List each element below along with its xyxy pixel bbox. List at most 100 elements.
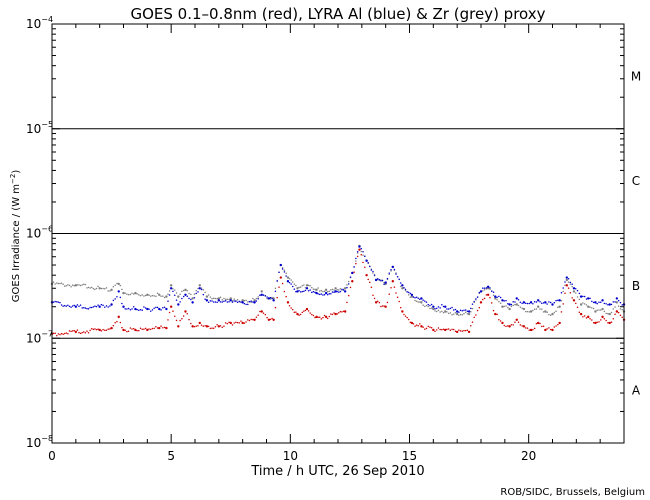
series-0-dot — [464, 311, 467, 313]
series-0-dot — [283, 269, 286, 271]
series-2-dot — [342, 310, 345, 313]
series-2-point — [572, 299, 576, 302]
series-1-point — [467, 310, 471, 313]
series-1-dot — [228, 301, 230, 303]
series-1-dot — [446, 308, 448, 310]
series-1-dot — [546, 303, 548, 305]
series-0-dot — [362, 254, 364, 256]
series-0-dot — [434, 310, 436, 312]
x-tick-label-3: 15 — [402, 449, 417, 463]
series-2-dot — [589, 317, 591, 320]
series-0-dot — [60, 282, 63, 284]
series-0-dot — [528, 311, 531, 313]
y-tick-label-1: 10−7 — [26, 329, 53, 345]
series-2-dot — [326, 317, 329, 320]
series-1-dot — [102, 304, 104, 307]
series-0-point — [515, 303, 518, 306]
series-2-dot — [168, 311, 171, 314]
series-0-dot — [219, 296, 222, 298]
series-0-dot — [67, 284, 69, 286]
series-2-dot — [415, 324, 418, 326]
series-1-point — [410, 293, 414, 296]
series-0-dot — [526, 310, 529, 313]
series-2-dot — [612, 318, 615, 320]
series-0-dot — [92, 287, 95, 290]
series-2-point — [305, 307, 309, 311]
series-1-point — [191, 301, 194, 304]
series-1-dot — [190, 298, 192, 301]
series-1-dot — [221, 301, 223, 303]
series-1-dot — [212, 301, 215, 303]
x-tick-label-4: 20 — [521, 449, 536, 463]
series-1-dot — [459, 309, 462, 311]
series-2-point — [241, 321, 244, 325]
series-1-dot — [442, 305, 445, 308]
series-0-dot — [155, 295, 157, 298]
series-0-dot — [160, 295, 162, 297]
series-1-dot — [245, 303, 247, 306]
series-1-point — [558, 299, 561, 302]
series-1-dot — [291, 285, 294, 288]
series-0-dot — [449, 312, 452, 314]
series-2-dot — [243, 322, 246, 324]
y-axis-label-close: ) — [11, 170, 22, 174]
series-0-point — [191, 297, 194, 300]
series-0-dot — [437, 309, 440, 312]
series-2-point — [158, 326, 161, 330]
series-2-dot — [499, 320, 502, 322]
series-0-dot — [105, 287, 108, 289]
series-0-point — [537, 305, 540, 308]
series-0-dot — [326, 290, 329, 293]
series-0-point — [467, 312, 471, 316]
series-0-dot — [285, 272, 287, 275]
series-1-dot — [447, 308, 450, 310]
series-2-point — [391, 280, 395, 283]
series-0-dot — [71, 284, 74, 286]
series-1-dot — [541, 302, 543, 305]
series-1-dot — [112, 299, 115, 302]
series-1-dot — [533, 300, 536, 303]
series-2-point — [551, 328, 554, 332]
series-1-dot — [288, 281, 291, 284]
series-1-dot — [54, 300, 56, 303]
series-2-dot — [173, 315, 176, 317]
series-2-dot — [269, 318, 272, 321]
series-0-point — [529, 310, 533, 313]
series-2-dot — [471, 321, 474, 323]
series-0-dot — [132, 293, 135, 295]
series-1-dot — [167, 300, 169, 302]
series-2-dot — [461, 330, 464, 332]
series-1-dot — [278, 271, 280, 274]
series-1-dot — [510, 303, 513, 306]
series-2-point — [444, 328, 447, 332]
series-1-dot — [320, 293, 323, 295]
series-1-dot — [521, 302, 523, 305]
series-2-dot — [492, 309, 495, 312]
series-2-point — [544, 328, 547, 332]
series-0-point — [146, 293, 149, 296]
series-2-dot — [211, 327, 213, 329]
series-1-dot — [156, 306, 159, 309]
series-1-dot — [499, 296, 502, 299]
series-0-dot — [346, 284, 348, 286]
series-1-dot — [605, 302, 607, 305]
series-2-dot — [121, 326, 123, 329]
series-0-dot — [195, 289, 197, 292]
series-1-dot — [226, 301, 229, 303]
series-1-point — [110, 303, 113, 306]
y-tick-exp-3: −5 — [41, 120, 53, 129]
series-0-dot — [204, 291, 206, 294]
series-0-dot — [181, 290, 183, 293]
series-2-dot — [510, 323, 513, 326]
series-2-dot — [285, 295, 287, 298]
series-1-dot — [553, 301, 556, 304]
series-2-dot — [369, 281, 371, 284]
series-0-point — [444, 310, 447, 313]
series-2-dot — [212, 327, 215, 330]
series-0-point — [334, 287, 337, 290]
series-2-dot — [592, 322, 595, 324]
series-2-point — [410, 321, 414, 325]
series-2-dot — [403, 313, 405, 316]
series-0-point — [558, 305, 561, 308]
series-0-dot — [605, 312, 607, 315]
